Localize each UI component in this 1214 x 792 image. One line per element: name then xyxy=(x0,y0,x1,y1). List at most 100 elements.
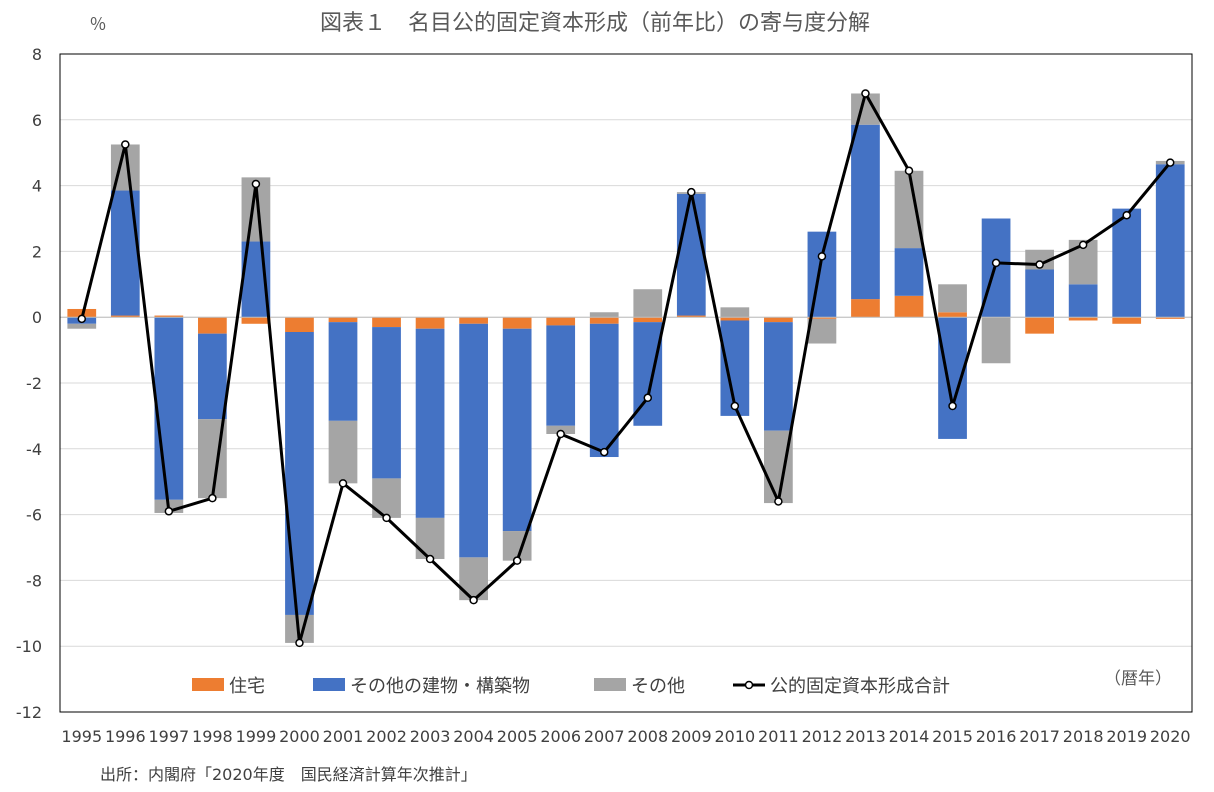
y-axis-ticks: 8 6 4 2 0 -2 -4 -6 -8 -10 -12 xyxy=(16,45,42,722)
bar-2001-series-0 xyxy=(328,317,358,323)
bar-2010-series-0 xyxy=(720,317,750,321)
bars xyxy=(67,93,1185,643)
y-tick-label: -4 xyxy=(26,440,42,459)
total-point-2006 xyxy=(556,429,565,439)
total-point-2014 xyxy=(904,166,914,176)
legend-swatch-total-marker xyxy=(744,680,754,690)
bar-2020-series-1 xyxy=(1155,164,1185,318)
legend-label-other-buildings: その他の建物・構築物 xyxy=(350,676,530,697)
bar-2020-series-0 xyxy=(1155,317,1185,319)
bar-1999-series-0 xyxy=(241,317,271,324)
bar-2007-series-1 xyxy=(589,323,619,458)
total-point-2008 xyxy=(643,393,653,403)
bar-2009-series-1 xyxy=(676,193,706,316)
total-point-2019 xyxy=(1122,210,1131,220)
total-point-2004 xyxy=(469,595,478,605)
total-point-2017 xyxy=(1035,260,1044,269)
bar-2005-series-0 xyxy=(502,317,532,329)
bar-2004-series-1 xyxy=(459,323,488,558)
x-tick-label: 1995 xyxy=(61,727,102,746)
bar-2015-series-2 xyxy=(938,284,967,313)
bar-2006-series-1 xyxy=(546,325,576,426)
bar-2013-series-1 xyxy=(851,124,880,300)
total-point-2016 xyxy=(991,258,1001,268)
legend-label-housing: 住宅 xyxy=(229,676,265,697)
total-point-2015 xyxy=(948,401,957,411)
y-tick-label: 8 xyxy=(32,45,42,64)
bar-2008-series-2 xyxy=(633,289,663,318)
total-line-path xyxy=(80,91,1172,645)
bar-2001-series-1 xyxy=(328,322,358,421)
total-point-2010 xyxy=(730,401,740,411)
x-tick-label: 2017 xyxy=(1019,727,1060,746)
x-tick-label: 2010 xyxy=(714,727,755,746)
bar-1996-series-1 xyxy=(110,190,140,316)
legend-swatch-housing xyxy=(192,678,224,691)
y-tick-label: 6 xyxy=(32,111,42,130)
bar-2002-series-0 xyxy=(372,317,401,328)
bar-2014-series-2 xyxy=(894,170,924,249)
x-tick-label: 2004 xyxy=(453,727,494,746)
y-tick-label: 2 xyxy=(32,242,42,261)
y-tick-label: -8 xyxy=(26,571,42,590)
total-line xyxy=(77,89,1175,648)
y-axis-unit: ％ xyxy=(90,15,107,35)
y-tick-label: -2 xyxy=(26,374,42,393)
bar-2001-series-2 xyxy=(328,420,358,484)
total-point-2001 xyxy=(338,479,348,488)
total-point-2002 xyxy=(382,513,391,523)
bar-2019-series-0 xyxy=(1112,317,1142,324)
bar-2005-series-1 xyxy=(502,328,532,532)
chart-title: 図表１ 名目公的固定資本形成（前年比）の寄与度分解 xyxy=(320,11,870,36)
x-tick-label: 2003 xyxy=(410,727,451,746)
bar-2004-series-0 xyxy=(459,317,488,324)
bar-2011-series-1 xyxy=(764,322,793,431)
bar-2010-series-2 xyxy=(720,307,750,318)
bar-1998-series-0 xyxy=(198,317,227,334)
bar-2009-series-0 xyxy=(676,315,706,318)
x-tick-label: 1997 xyxy=(148,727,189,746)
bar-2002-series-1 xyxy=(372,327,401,479)
bar-2016-series-2 xyxy=(981,317,1011,364)
bar-2014-series-1 xyxy=(894,248,924,296)
legend-label-other: その他 xyxy=(631,676,685,697)
total-point-2000 xyxy=(295,638,304,648)
bar-2012-series-0 xyxy=(807,317,837,319)
bar-2003-series-2 xyxy=(415,517,445,560)
y-tick-label: -10 xyxy=(16,637,42,656)
total-point-2009 xyxy=(687,187,696,197)
period-note: （暦年） xyxy=(1104,669,1172,689)
total-point-2013 xyxy=(861,89,870,98)
total-point-2005 xyxy=(512,556,522,565)
bar-2007-series-2 xyxy=(589,312,619,318)
bar-2003-series-0 xyxy=(415,317,445,329)
bar-2000-series-0 xyxy=(285,317,314,333)
total-point-1999 xyxy=(251,179,261,189)
bar-1997-series-1 xyxy=(154,317,184,500)
bar-2008-series-0 xyxy=(633,317,663,323)
x-tick-label: 2002 xyxy=(366,727,407,746)
bar-2000-series-1 xyxy=(285,332,314,615)
bar-2006-series-0 xyxy=(546,317,576,326)
bar-2012-series-2 xyxy=(807,318,837,344)
x-axis-ticks: 1995 1996 1997 1998 1999 2000 2001 2002 2003 2004… xyxy=(61,727,1190,746)
bar-2018-series-0 xyxy=(1068,317,1098,321)
total-point-1998 xyxy=(208,493,217,503)
total-point-1997 xyxy=(164,507,174,516)
x-tick-label: 2014 xyxy=(889,727,930,746)
x-tick-label: 2007 xyxy=(584,727,625,746)
y-tick-label: -12 xyxy=(16,703,42,722)
x-tick-label: 2018 xyxy=(1063,727,1104,746)
bar-2002-series-2 xyxy=(372,478,401,518)
x-tick-label: 2015 xyxy=(932,727,973,746)
total-point-2003 xyxy=(425,554,435,564)
total-point-2012 xyxy=(817,252,827,261)
x-tick-label: 2013 xyxy=(845,727,886,746)
bar-2003-series-1 xyxy=(415,328,445,518)
bar-1997-series-0 xyxy=(154,315,184,318)
x-tick-label: 1996 xyxy=(105,727,146,746)
legend-swatch-other-buildings xyxy=(313,678,345,691)
bar-2019-series-1 xyxy=(1112,208,1142,318)
x-tick-label: 2009 xyxy=(671,727,712,746)
bar-2007-series-0 xyxy=(589,317,619,324)
